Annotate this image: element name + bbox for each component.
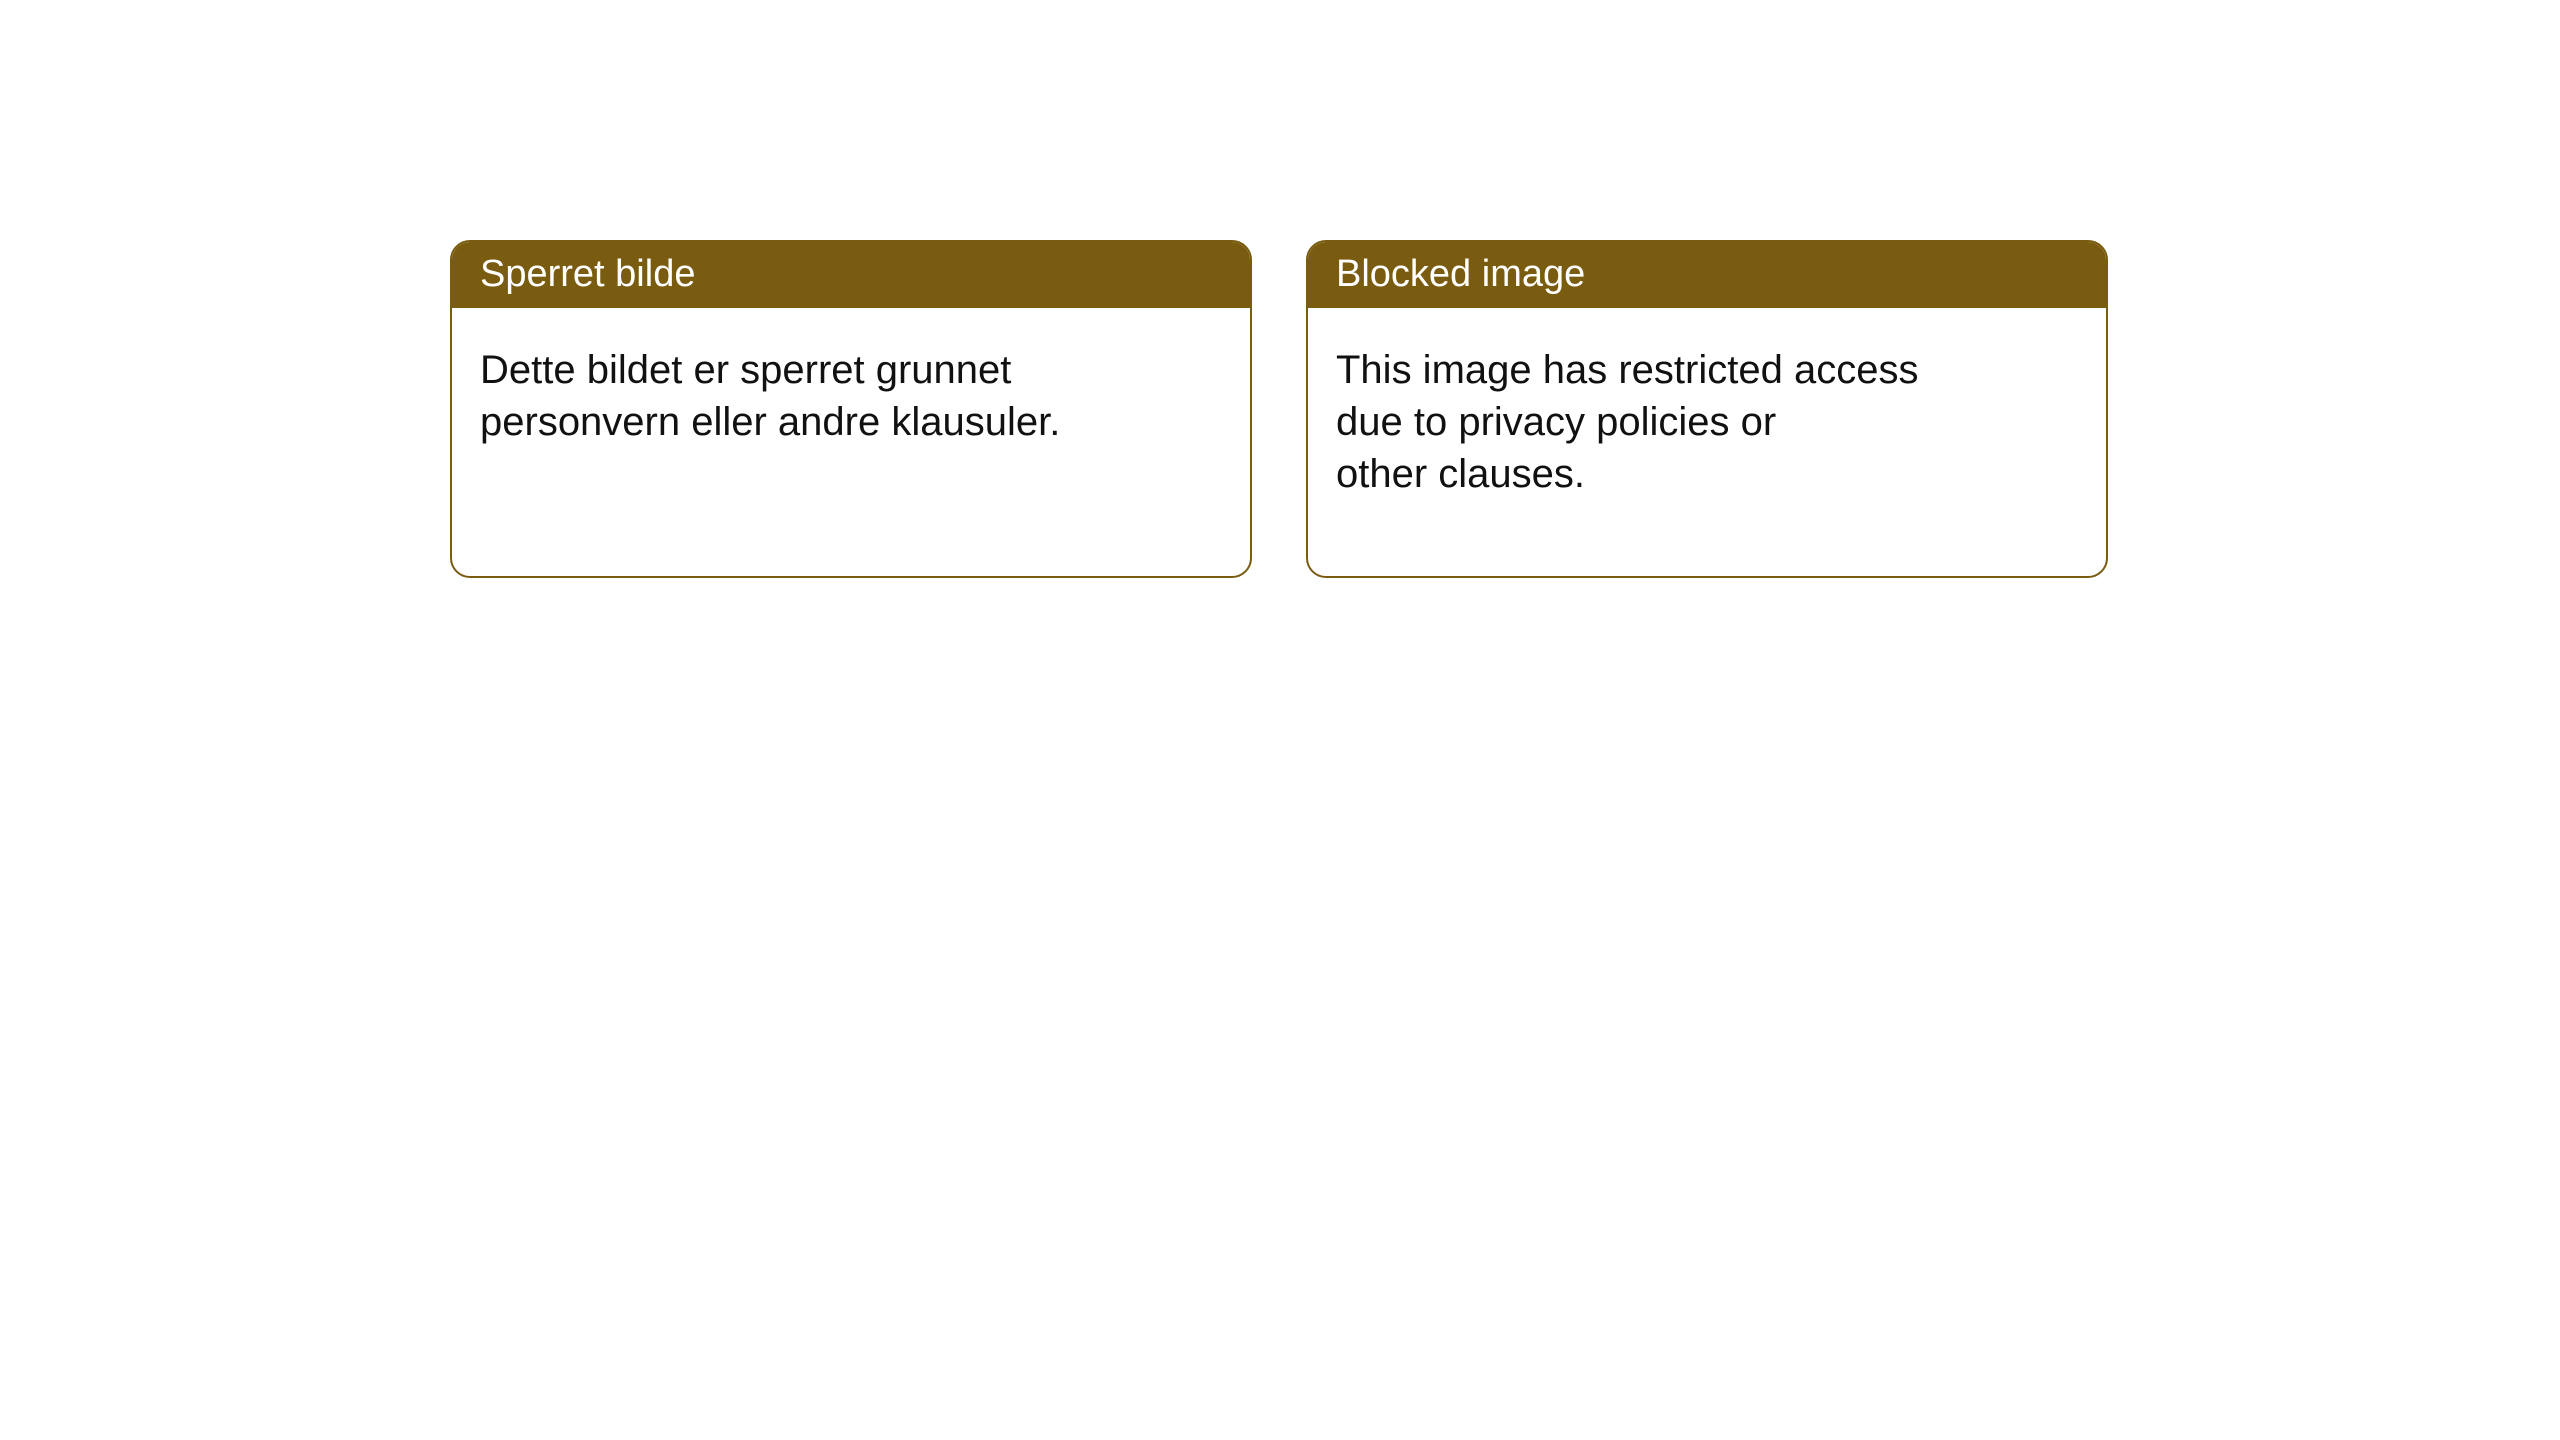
notice-header: Blocked image xyxy=(1308,242,2106,308)
notice-header: Sperret bilde xyxy=(452,242,1250,308)
notice-container: Sperret bilde Dette bildet er sperret gr… xyxy=(0,0,2560,578)
notice-body: This image has restricted access due to … xyxy=(1308,308,2106,536)
notice-card-norwegian: Sperret bilde Dette bildet er sperret gr… xyxy=(450,240,1252,578)
notice-card-english: Blocked image This image has restricted … xyxy=(1306,240,2108,578)
notice-body: Dette bildet er sperret grunnet personve… xyxy=(452,308,1250,484)
